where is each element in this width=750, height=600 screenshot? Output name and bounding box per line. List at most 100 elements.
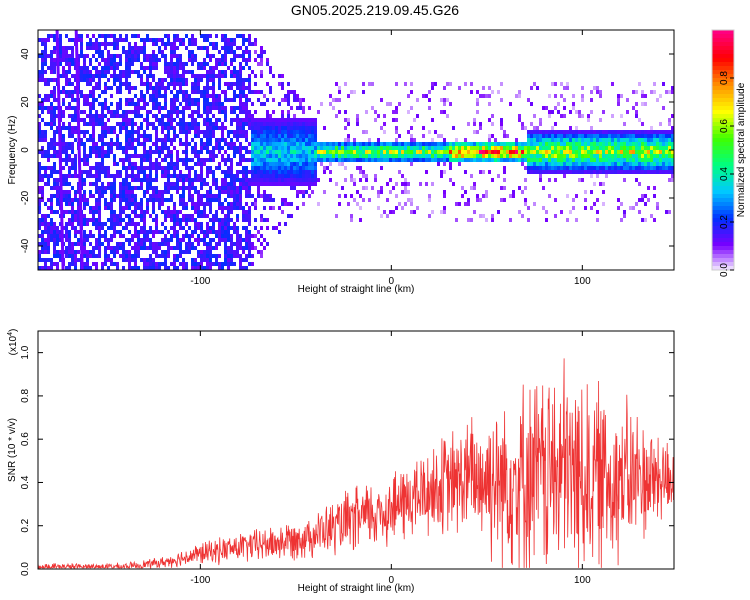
heatmap-cell [245, 242, 248, 246]
heatmap-cell [482, 146, 485, 150]
heatmap-cell [74, 190, 77, 194]
heatmap-cell [77, 182, 80, 186]
heatmap-cell [188, 98, 191, 102]
heatmap-cell [101, 50, 104, 54]
heatmap-cell [239, 66, 242, 70]
heatmap-cell [233, 66, 236, 70]
heatmap-cell [299, 166, 302, 170]
heatmap-cell [284, 166, 287, 170]
heatmap-cell [206, 230, 209, 234]
heatmap-cell [386, 142, 389, 146]
heatmap-cell [236, 74, 239, 78]
heatmap-cell [50, 206, 53, 210]
heatmap-cell [191, 266, 194, 270]
heatmap-cell [134, 114, 137, 118]
heatmap-cell [155, 86, 158, 90]
heatmap-cell [107, 50, 110, 54]
heatmap-cell [239, 102, 242, 106]
heatmap-cell [116, 62, 119, 66]
heatmap-cell [98, 206, 101, 210]
heatmap-cell [536, 158, 539, 162]
heatmap-cell [119, 122, 122, 126]
heatmap-cell [488, 138, 491, 142]
heatmap-cell [410, 106, 413, 110]
heatmap-cell [167, 206, 170, 210]
heatmap-cell [443, 98, 446, 102]
heatmap-cell [191, 86, 194, 90]
heatmap-cell [233, 98, 236, 102]
heatmap-cell [239, 74, 242, 78]
heatmap-cell [254, 90, 257, 94]
heatmap-cell [62, 58, 65, 62]
heatmap-cell [179, 174, 182, 178]
heatmap-cell [362, 142, 365, 146]
heatmap-cell [254, 150, 257, 154]
heatmap-cell [500, 158, 503, 162]
heatmap-cell [77, 238, 80, 242]
heatmap-cell [581, 86, 584, 90]
heatmap-cell [161, 174, 164, 178]
heatmap-cell [563, 150, 566, 154]
heatmap-cell [668, 134, 671, 138]
heatmap-cell [239, 90, 242, 94]
heatmap-cell [530, 86, 533, 90]
heatmap-cell [38, 210, 41, 214]
heatmap-cell [221, 158, 224, 162]
heatmap-cell [38, 54, 41, 58]
heatmap-cell [50, 94, 53, 98]
heatmap-cell [554, 82, 557, 86]
heatmap-cell [212, 238, 215, 242]
heatmap-cell [101, 194, 104, 198]
heatmap-cell [653, 150, 656, 154]
heatmap-cell [212, 78, 215, 82]
heatmap-cell [230, 202, 233, 206]
heatmap-cell [248, 110, 251, 114]
heatmap-cell [647, 158, 650, 162]
heatmap-cell [65, 78, 68, 82]
heatmap-cell [179, 102, 182, 106]
heatmap-cell [95, 246, 98, 250]
heatmap-cell [518, 118, 521, 122]
heatmap-cell [209, 198, 212, 202]
heatmap-cell [281, 74, 284, 78]
heatmap-cell [410, 150, 413, 154]
heatmap-cell [53, 154, 56, 158]
heatmap-cell [386, 214, 389, 218]
heatmap-cell [158, 230, 161, 234]
heatmap-cell [629, 134, 632, 138]
heatmap-cell [143, 238, 146, 242]
heatmap-cell [134, 94, 137, 98]
heatmap-cell [242, 94, 245, 98]
heatmap-cell [317, 150, 320, 154]
heatmap-cell [332, 142, 335, 146]
heatmap-cell [347, 134, 350, 138]
heatmap-cell [56, 130, 59, 134]
colorbar-step [712, 182, 734, 187]
heatmap-cell [59, 46, 62, 50]
heatmap-cell [266, 158, 269, 162]
heatmap-cell [293, 98, 296, 102]
heatmap-cell [53, 238, 56, 242]
heatmap-cell [587, 130, 590, 134]
heatmap-cell [584, 158, 587, 162]
heatmap-cell [389, 190, 392, 194]
heatmap-cell [143, 234, 146, 238]
heatmap-cell [647, 134, 650, 138]
heatmap-cell [98, 70, 101, 74]
heatmap-cell [203, 266, 206, 270]
heatmap-cell [491, 150, 494, 154]
heatmap-cell [173, 226, 176, 230]
heatmap-cell [65, 178, 68, 182]
heatmap-cell [239, 34, 242, 38]
heatmap-cell [224, 118, 227, 122]
heatmap-cell [170, 122, 173, 126]
heatmap-cell [260, 182, 263, 186]
heatmap-cell [245, 122, 248, 126]
heatmap-cell [614, 158, 617, 162]
heatmap-cell [254, 182, 257, 186]
heatmap-cell [146, 266, 149, 270]
heatmap-cell [650, 154, 653, 158]
heatmap-cell [242, 206, 245, 210]
heatmap-cell [518, 90, 521, 94]
heatmap-cell [101, 138, 104, 142]
